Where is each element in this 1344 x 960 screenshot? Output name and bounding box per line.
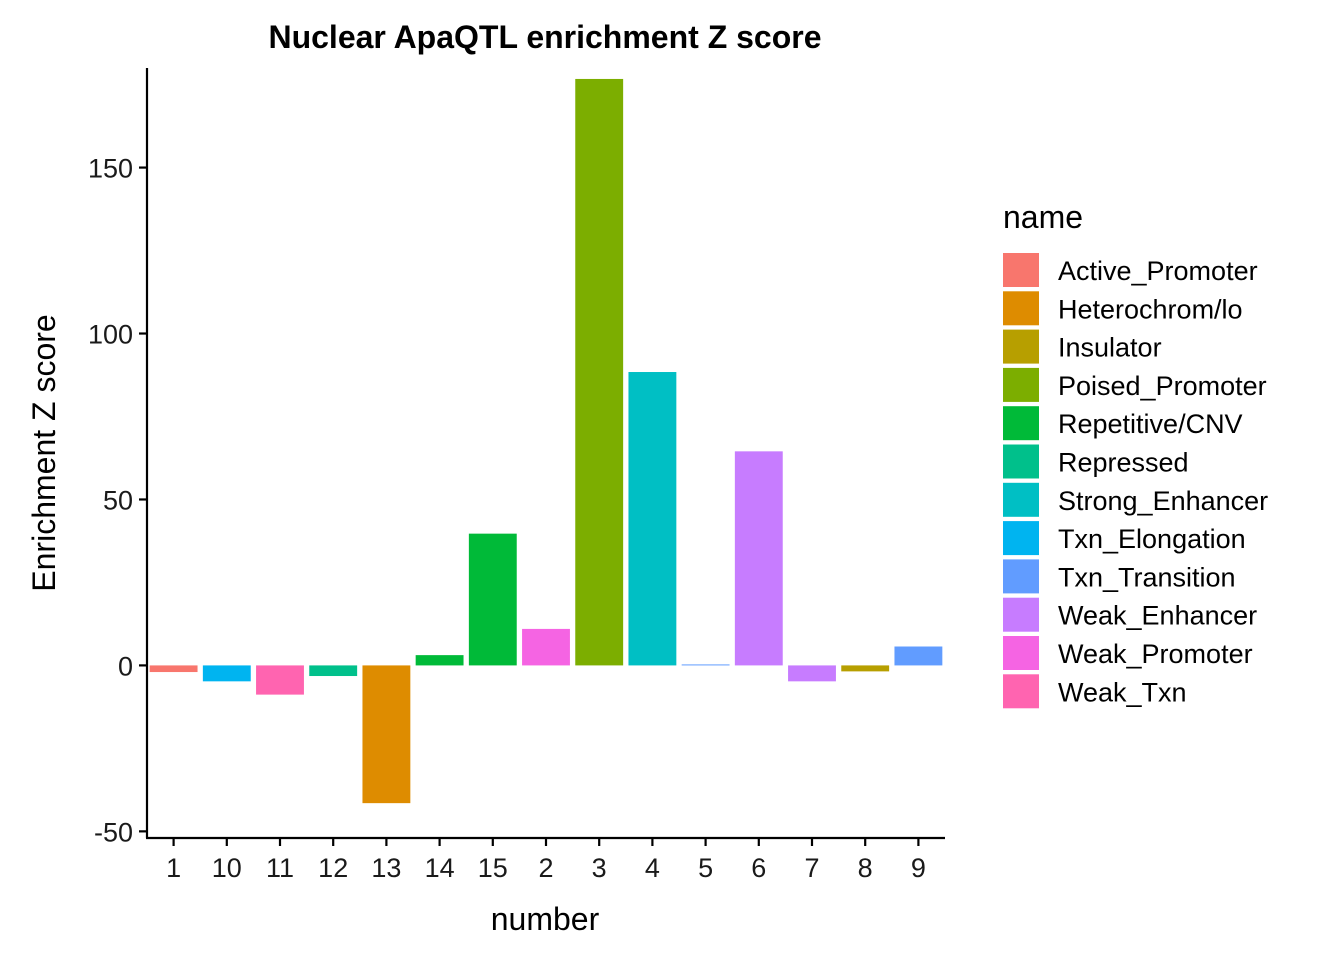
y-tick-label: 0 bbox=[118, 651, 133, 681]
legend-key-weak-promoter bbox=[1003, 636, 1039, 670]
legend-label-heterochrom-lo: Heterochrom/lo bbox=[1058, 294, 1243, 324]
x-tick-label: 10 bbox=[212, 853, 242, 883]
legend-label-weak-promoter: Weak_Promoter bbox=[1058, 639, 1253, 669]
bar-11 bbox=[256, 665, 304, 695]
y-tick-label: -50 bbox=[94, 817, 133, 847]
bar-13 bbox=[362, 665, 411, 804]
x-tick-label: 7 bbox=[804, 853, 819, 883]
x-tick-label: 12 bbox=[318, 853, 348, 883]
bar-1 bbox=[149, 665, 198, 673]
bar-3 bbox=[575, 78, 624, 666]
bar-5 bbox=[681, 664, 730, 666]
legend-label-weak-enhancer: Weak_Enhancer bbox=[1058, 601, 1257, 631]
x-tick-label: 9 bbox=[911, 853, 926, 883]
x-tick-label: 8 bbox=[858, 853, 873, 883]
legend-title: name bbox=[1003, 199, 1083, 235]
bar-14 bbox=[415, 655, 464, 666]
bar-8 bbox=[841, 665, 890, 672]
y-tick-label: 150 bbox=[88, 154, 133, 184]
x-axis-ticks: 1 10 11 12 13 14 15 2 3 4 5 6 7 8 9 bbox=[166, 838, 926, 883]
legend-label-insulator: Insulator bbox=[1058, 333, 1162, 363]
legend-label-active-promoter: Active_Promoter bbox=[1058, 256, 1258, 286]
legend-key-repressed bbox=[1003, 444, 1039, 479]
y-axis-title: Enrichment Z score bbox=[26, 314, 62, 591]
legend-key-txn-elongation bbox=[1003, 521, 1039, 556]
y-tick-label: 100 bbox=[88, 320, 133, 350]
x-tick-label: 15 bbox=[478, 853, 508, 883]
legend-key-weak-txn bbox=[1003, 674, 1039, 709]
legend-key-insulator bbox=[1003, 329, 1039, 364]
y-tick-label: 50 bbox=[103, 485, 133, 515]
x-tick-label: 5 bbox=[698, 853, 713, 883]
y-axis-ticks: -50 0 50 100 150 bbox=[88, 154, 147, 847]
legend-key-strong-enhancer bbox=[1003, 482, 1039, 517]
legend: name Active_Promoter Heterochrom/lo Insula… bbox=[1003, 199, 1268, 709]
x-tick-label: 2 bbox=[538, 853, 553, 883]
bar-2 bbox=[522, 628, 570, 666]
bar-15 bbox=[468, 533, 517, 666]
bar-6 bbox=[734, 451, 783, 666]
x-tick-label: 1 bbox=[166, 853, 181, 883]
bar-12 bbox=[309, 665, 358, 677]
x-tick-label: 11 bbox=[266, 853, 294, 883]
legend-label-repetitive-cnv: Repetitive/CNV bbox=[1058, 409, 1243, 439]
x-tick-label: 3 bbox=[592, 853, 607, 883]
legend-label-weak-txn: Weak_Txn bbox=[1058, 677, 1187, 707]
legend-label-txn-elongation: Txn_Elongation bbox=[1058, 524, 1246, 554]
bar-9 bbox=[894, 646, 943, 666]
legend-key-poised-promoter bbox=[1003, 367, 1039, 402]
legend-label-txn-transition: Txn_Transition bbox=[1058, 562, 1236, 592]
legend-label-strong-enhancer: Strong_Enhancer bbox=[1058, 486, 1268, 516]
x-tick-label: 6 bbox=[751, 853, 766, 883]
bar-7 bbox=[788, 665, 836, 682]
legend-key-weak-enhancer bbox=[1003, 597, 1039, 632]
legend-key-heterochrom-lo bbox=[1003, 291, 1039, 326]
legend-key-txn-transition bbox=[1003, 559, 1039, 594]
bar-10 bbox=[202, 665, 251, 682]
x-axis-title: number bbox=[491, 901, 600, 937]
bars-layer bbox=[149, 78, 943, 804]
x-tick-label: 14 bbox=[425, 853, 455, 883]
legend-label-repressed: Repressed bbox=[1058, 448, 1189, 478]
x-tick-label: 4 bbox=[645, 853, 660, 883]
x-tick-label: 13 bbox=[371, 853, 401, 883]
legend-key-active-promoter bbox=[1003, 253, 1039, 287]
legend-label-poised-promoter: Poised_Promoter bbox=[1058, 371, 1267, 401]
chart-title: Nuclear ApaQTL enrichment Z score bbox=[268, 19, 821, 55]
legend-items: Active_Promoter Heterochrom/lo Insulator Po… bbox=[1003, 253, 1268, 709]
bar-4 bbox=[628, 372, 677, 666]
legend-key-repetitive-cnv bbox=[1003, 406, 1039, 441]
